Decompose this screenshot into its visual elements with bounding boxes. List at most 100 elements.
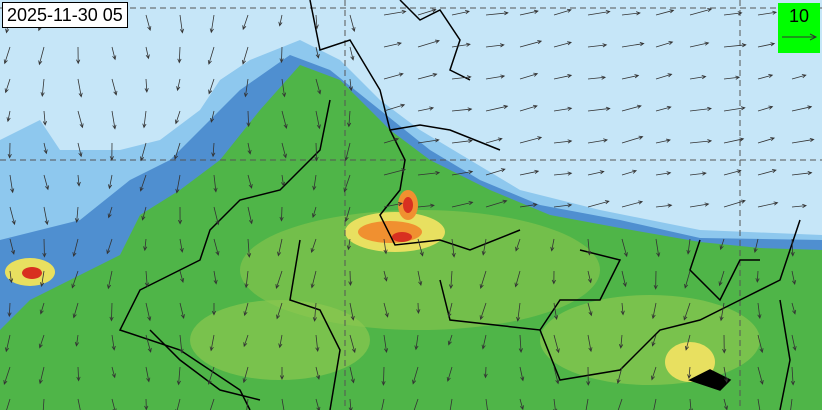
wind-arrow	[315, 110, 321, 130]
wind-arrow	[417, 106, 435, 112]
wind-arrow	[383, 72, 404, 80]
concentration-field	[0, 40, 822, 410]
wind-arrow	[145, 14, 152, 32]
wind-arrow	[4, 78, 11, 94]
wind-arrow	[145, 334, 152, 353]
wind-arrow	[791, 203, 807, 208]
wind-arrow	[383, 41, 402, 48]
wind-arrow	[519, 40, 543, 48]
wind-arrow	[417, 138, 440, 144]
wind-arrow	[519, 104, 538, 112]
wind-arrow	[144, 270, 150, 288]
wind-arrow	[383, 270, 388, 282]
wind-arrow	[723, 137, 745, 144]
wind-arrow	[655, 9, 675, 16]
wind-arrow	[348, 270, 353, 287]
wind-arrow	[621, 74, 640, 80]
wind-arrow	[586, 366, 591, 386]
wind-arrow	[179, 302, 185, 320]
wind-arrow	[142, 110, 147, 129]
wind-arrow	[7, 302, 12, 318]
wind-arrow	[516, 302, 521, 322]
wind-arrow	[448, 270, 454, 290]
wind-arrow	[344, 206, 351, 223]
wind-arrow	[175, 398, 181, 410]
red-hotspot	[392, 232, 412, 242]
wind-arrow	[179, 334, 184, 354]
red-hotspot	[22, 267, 42, 279]
wind-arrow	[587, 270, 592, 284]
wind-arrow	[791, 171, 813, 176]
wind-arrow	[279, 366, 285, 381]
wind-arrow	[344, 142, 351, 162]
orange-zone	[358, 221, 422, 243]
wind-arrow	[278, 14, 283, 27]
wind-arrow	[689, 106, 712, 112]
wind-arrow	[39, 302, 45, 315]
wind-arrow	[76, 46, 81, 65]
wind-arrow	[553, 398, 558, 410]
wind-arrow	[553, 171, 573, 176]
wind-arrow	[684, 270, 691, 289]
wind-arrow	[76, 366, 81, 382]
wind-arrow	[587, 138, 608, 144]
wind-arrow	[417, 203, 435, 208]
wind-arrow	[447, 334, 453, 346]
wind-arrow	[587, 302, 593, 317]
wind-arrow	[42, 398, 45, 410]
wind-arrow	[383, 9, 407, 16]
wind-arrow	[213, 238, 220, 256]
red-hotspot	[403, 197, 413, 213]
wind-arrow	[42, 110, 47, 126]
wind-arrow	[757, 398, 762, 410]
wind-arrow	[689, 171, 707, 176]
wind-arrow	[111, 334, 116, 351]
wind-arrow	[417, 39, 440, 48]
timestamp-label: 2025-11-30 05	[2, 2, 128, 28]
wind-arrow	[111, 78, 118, 96]
wind-arrow	[348, 78, 353, 92]
wind-arrow	[38, 366, 45, 385]
wind-arrow	[348, 398, 353, 410]
wind-arrow	[481, 238, 487, 256]
wind-arrow	[315, 46, 320, 59]
wind-arrow	[655, 41, 674, 48]
wind-arrow	[553, 41, 572, 48]
wind-arrow	[315, 334, 320, 353]
wind-arrow	[109, 142, 114, 161]
wind-arrow	[757, 10, 778, 16]
wind-arrow	[346, 238, 351, 251]
wind-arrow	[383, 202, 403, 208]
wind-arrow	[175, 174, 181, 194]
wind-arrow	[587, 10, 611, 16]
wind-arrow	[651, 334, 657, 347]
wind-arrow	[587, 170, 605, 176]
wind-arrow	[211, 302, 217, 316]
wind-arrow	[620, 302, 625, 316]
wind-arrow	[74, 334, 79, 347]
wind-arrow	[550, 238, 555, 252]
wind-arrow	[485, 168, 506, 176]
wind-arrow	[616, 366, 623, 384]
wind-arrow	[689, 8, 713, 16]
wind-arrow	[519, 169, 540, 176]
wind-arrow	[314, 142, 319, 162]
wind-arrow	[483, 366, 488, 379]
wind-arrow	[349, 334, 356, 354]
wind-arrow	[553, 302, 559, 321]
wind-arrow	[6, 110, 11, 123]
wind-arrow	[74, 206, 80, 223]
wind-arrow	[38, 46, 45, 66]
wind-arrow	[279, 206, 284, 222]
wind-arrow	[413, 398, 419, 410]
wind-arrow	[791, 74, 807, 80]
wind-arrow	[381, 366, 386, 386]
wind-arrow	[139, 174, 147, 192]
light-green-zone	[240, 210, 600, 330]
wind-arrow	[177, 46, 182, 64]
wind-arrow	[617, 398, 623, 410]
wind-arrow	[481, 334, 487, 350]
wind-arrow	[278, 334, 283, 349]
wind-arrow	[621, 270, 627, 288]
